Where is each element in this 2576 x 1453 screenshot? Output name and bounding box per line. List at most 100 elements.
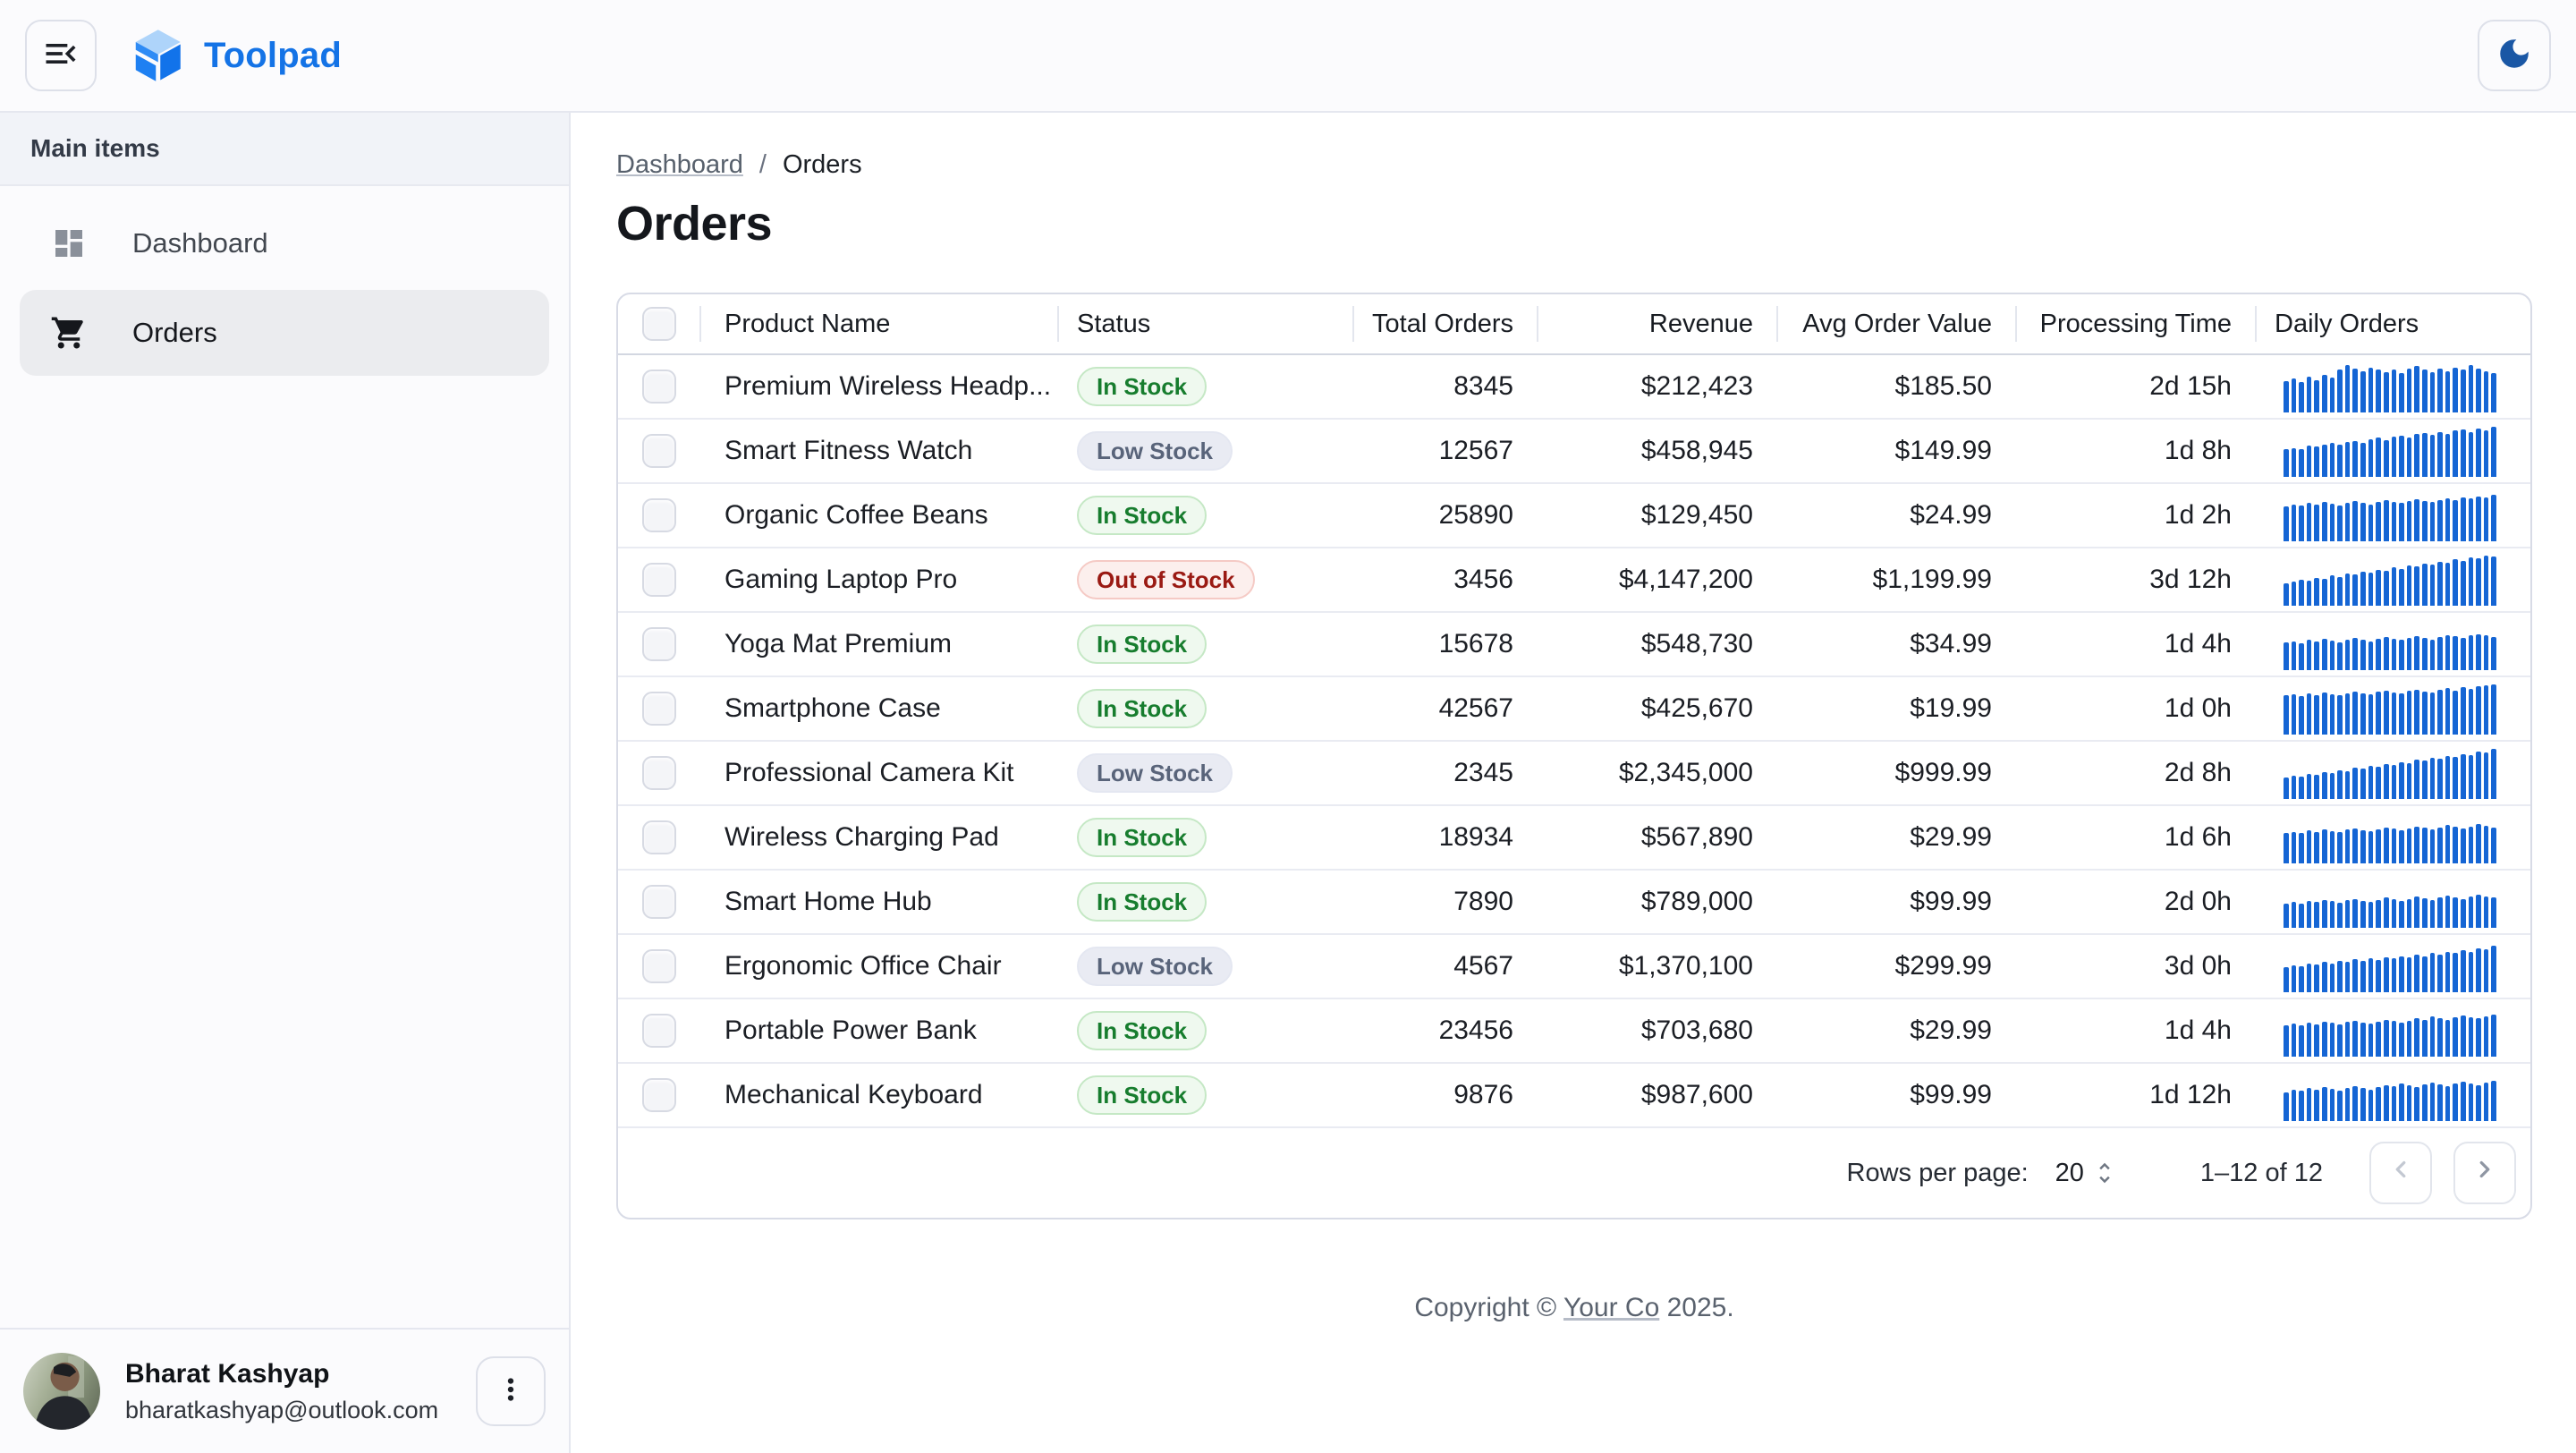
daily-orders-sparkline xyxy=(2284,940,2497,992)
processing-time-cell: 1d 6h xyxy=(2164,822,2232,852)
sidebar-item-orders[interactable]: Orders xyxy=(20,290,549,376)
revenue-cell: $212,423 xyxy=(1640,371,1753,401)
row-checkbox[interactable] xyxy=(641,627,676,661)
status-badge: In Stock xyxy=(1077,625,1208,664)
daily-orders-sparkline xyxy=(2284,747,2497,799)
daily-orders-sparkline xyxy=(2284,683,2497,735)
column-header-daily-orders[interactable]: Daily Orders xyxy=(2255,294,2530,353)
user-menu-button[interactable] xyxy=(476,1356,546,1426)
daily-orders-sparkline xyxy=(2284,1069,2497,1121)
processing-time-cell: 3d 0h xyxy=(2164,951,2232,981)
status-cell: Low Stock xyxy=(1057,420,1352,482)
collapse-sidebar-button[interactable] xyxy=(25,20,97,91)
table-row: Gaming Laptop Pro Out of Stock 3456 $4,1… xyxy=(618,548,2530,613)
next-page-button[interactable] xyxy=(2453,1142,2516,1204)
revenue-cell: $548,730 xyxy=(1640,629,1753,659)
menu-open-icon xyxy=(41,34,80,78)
breadcrumb-separator: / xyxy=(758,150,767,179)
row-checkbox[interactable] xyxy=(641,563,676,597)
status-badge: Low Stock xyxy=(1077,431,1233,471)
product-name-cell: Mechanical Keyboard xyxy=(724,1080,983,1109)
dashboard-icon xyxy=(48,225,89,261)
daily-orders-cell xyxy=(2255,548,2530,611)
daily-orders-sparkline xyxy=(2284,489,2497,541)
sidebar-nav: Dashboard Orders xyxy=(0,186,569,394)
product-name-cell: Yoga Mat Premium xyxy=(724,629,953,659)
column-header-avg-order-value[interactable]: Avg Order Value xyxy=(1776,294,2015,353)
main-content: Dashboard / Orders Orders Product Name S… xyxy=(571,113,2576,1453)
revenue-cell: $129,450 xyxy=(1640,500,1753,530)
processing-time-cell: 1d 4h xyxy=(2164,629,2232,659)
more-vert-icon xyxy=(494,1372,528,1411)
avg-order-value-cell: $1,199.99 xyxy=(1872,565,1992,594)
row-checkbox[interactable] xyxy=(641,949,676,983)
theme-toggle-button[interactable] xyxy=(2478,20,2551,91)
total-orders-cell: 9876 xyxy=(1453,1080,1513,1109)
status-badge: In Stock xyxy=(1077,496,1208,535)
product-name-cell: Gaming Laptop Pro xyxy=(724,565,958,594)
chevron-left-icon xyxy=(2387,1156,2414,1190)
total-orders-cell: 2345 xyxy=(1453,758,1513,787)
user-name: Bharat Kashyap xyxy=(125,1358,330,1389)
table-body: Premium Wireless Headp... In Stock 8345 … xyxy=(618,355,2530,1128)
row-checkbox[interactable] xyxy=(641,885,676,919)
breadcrumb-link-dashboard[interactable]: Dashboard xyxy=(616,150,743,179)
processing-time-cell: 3d 12h xyxy=(2149,565,2232,594)
revenue-cell: $4,147,200 xyxy=(1618,565,1753,594)
avg-order-value-cell: $99.99 xyxy=(1910,1080,1992,1109)
row-checkbox[interactable] xyxy=(641,1078,676,1112)
row-checkbox-cell xyxy=(618,677,699,740)
total-orders-cell: 12567 xyxy=(1438,436,1513,465)
rows-per-page-select[interactable]: 20 xyxy=(2055,1159,2118,1188)
sidebar: Main items Dashboard Orders xyxy=(0,113,571,1453)
avg-order-value-cell: $99.99 xyxy=(1910,887,1992,916)
row-checkbox[interactable] xyxy=(641,434,676,468)
column-header-revenue[interactable]: Revenue xyxy=(1537,294,1776,353)
processing-time-cell: 2d 8h xyxy=(2164,758,2232,787)
table-row: Smart Home Hub In Stock 7890 $789,000 $9… xyxy=(618,871,2530,935)
row-checkbox[interactable] xyxy=(641,498,676,532)
processing-time-cell: 1d 8h xyxy=(2164,436,2232,465)
sidebar-item-label: Dashboard xyxy=(132,227,268,259)
total-orders-cell: 42567 xyxy=(1438,693,1513,723)
status-cell: In Stock xyxy=(1057,1064,1352,1126)
row-checkbox[interactable] xyxy=(641,370,676,404)
column-header-total-orders[interactable]: Total Orders xyxy=(1352,294,1537,353)
row-checkbox-cell xyxy=(618,548,699,611)
row-checkbox[interactable] xyxy=(641,820,676,854)
row-checkbox-cell xyxy=(618,355,699,418)
daily-orders-cell xyxy=(2255,935,2530,998)
status-cell: In Stock xyxy=(1057,355,1352,418)
table-row: Portable Power Bank In Stock 23456 $703,… xyxy=(618,999,2530,1064)
daily-orders-cell xyxy=(2255,613,2530,676)
select-all-checkbox[interactable] xyxy=(641,307,676,341)
daily-orders-cell xyxy=(2255,420,2530,482)
product-name-cell: Ergonomic Office Chair xyxy=(724,951,1002,981)
company-link[interactable]: Your Co xyxy=(1563,1293,1660,1322)
breadcrumb: Dashboard / Orders xyxy=(616,150,2576,180)
row-checkbox[interactable] xyxy=(641,692,676,726)
previous-page-button[interactable] xyxy=(2369,1142,2432,1204)
revenue-cell: $567,890 xyxy=(1640,822,1753,852)
table-row: Smartphone Case In Stock 42567 $425,670 … xyxy=(618,677,2530,742)
select-all-cell xyxy=(618,294,699,353)
revenue-cell: $987,600 xyxy=(1640,1080,1753,1109)
row-checkbox-cell xyxy=(618,484,699,547)
unfold-more-icon xyxy=(2091,1160,2118,1186)
status-cell: In Stock xyxy=(1057,677,1352,740)
status-cell: Low Stock xyxy=(1057,935,1352,998)
status-badge: Low Stock xyxy=(1077,753,1233,793)
daily-orders-cell xyxy=(2255,677,2530,740)
column-header-processing-time[interactable]: Processing Time xyxy=(2015,294,2255,353)
column-header-product-name[interactable]: Product Name xyxy=(699,294,1057,353)
sidebar-item-dashboard[interactable]: Dashboard xyxy=(20,200,549,286)
revenue-cell: $2,345,000 xyxy=(1618,758,1753,787)
table-row: Organic Coffee Beans In Stock 25890 $129… xyxy=(618,484,2530,548)
column-header-status[interactable]: Status xyxy=(1057,294,1352,353)
row-checkbox[interactable] xyxy=(641,1014,676,1048)
processing-time-cell: 2d 0h xyxy=(2164,887,2232,916)
table-header-row: Product Name Status Total Orders Revenue… xyxy=(618,294,2530,355)
row-checkbox[interactable] xyxy=(641,756,676,790)
daily-orders-cell xyxy=(2255,742,2530,804)
total-orders-cell: 8345 xyxy=(1453,371,1513,401)
